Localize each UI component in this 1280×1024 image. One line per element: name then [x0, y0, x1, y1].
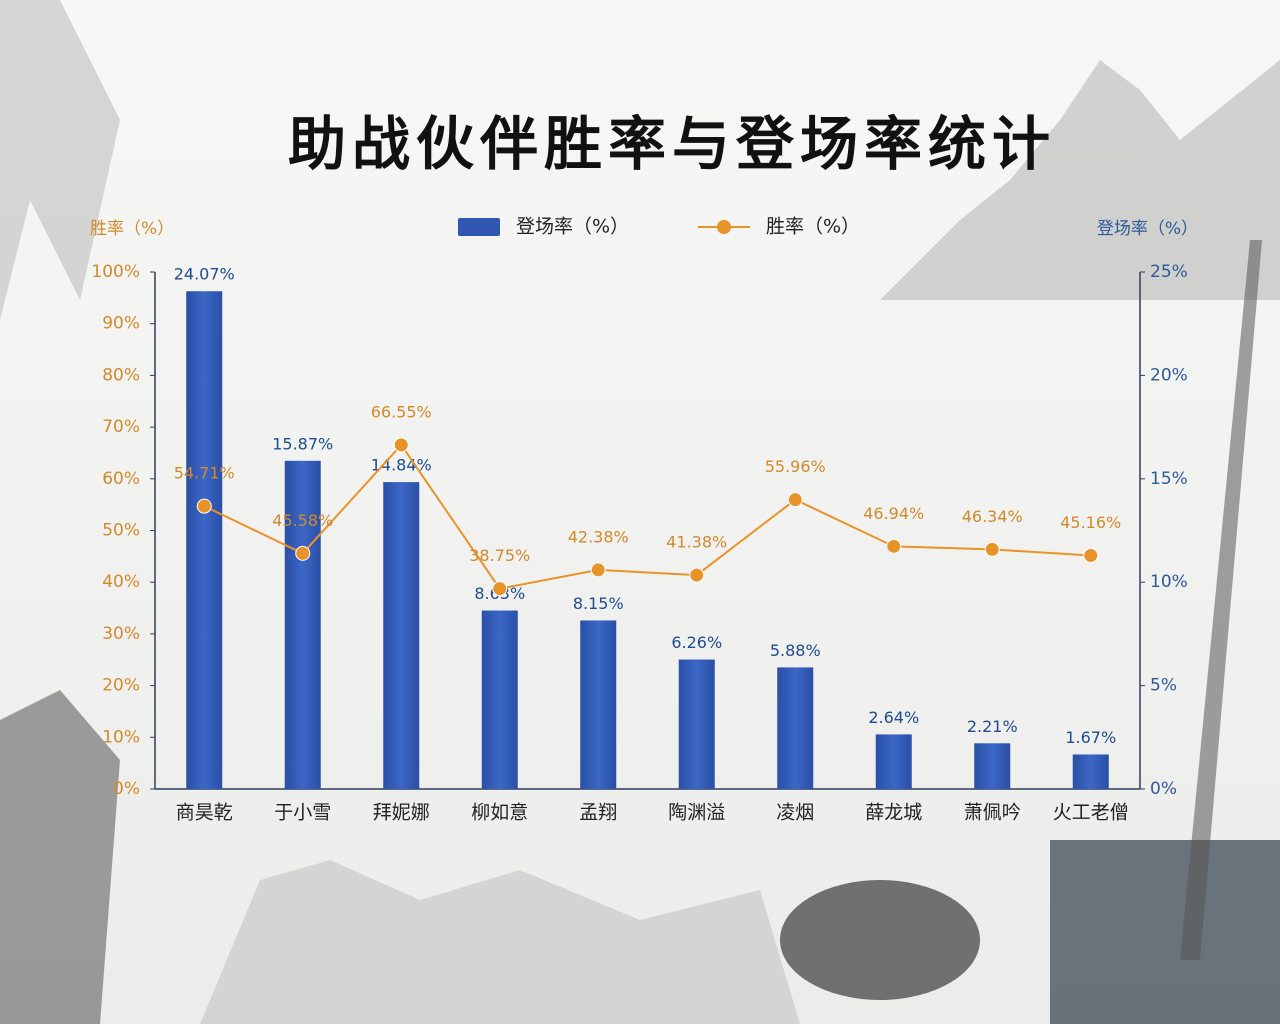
line-marker	[393, 437, 409, 453]
line-marker	[689, 567, 705, 583]
x-tick-label: 柳如意	[471, 802, 528, 824]
bar	[1072, 754, 1109, 789]
x-tick-label: 拜妮娜	[373, 802, 430, 824]
x-tick-label: 于小雪	[274, 802, 331, 824]
line-marker	[590, 562, 606, 578]
line-marker	[1083, 548, 1099, 564]
bar-value-label: 5.88%	[770, 641, 821, 660]
y2-tick-label: 10%	[1150, 572, 1188, 592]
line-value-label: 46.94%	[863, 504, 924, 523]
line-marker	[492, 581, 508, 597]
y-tick-label: 50%	[102, 521, 140, 541]
bar-value-label: 1.67%	[1065, 728, 1116, 747]
line-value-label: 66.55%	[371, 402, 432, 421]
bar-value-label: 24.07%	[174, 265, 235, 284]
bar-value-label: 6.26%	[671, 633, 722, 652]
y-tick-label: 10%	[102, 727, 140, 747]
y-tick-label: 90%	[102, 314, 140, 334]
y-tick-label: 100%	[91, 262, 140, 282]
y2-tick-label: 5%	[1150, 676, 1177, 696]
x-tick-label: 商昊乾	[176, 802, 233, 824]
y2-tick-label: 15%	[1150, 469, 1188, 489]
bar	[284, 460, 321, 789]
bar	[580, 620, 617, 789]
y-tick-label: 70%	[102, 417, 140, 437]
legend-swatch	[717, 220, 731, 234]
bamboo-decor	[0, 0, 120, 320]
y-tick-label: 0%	[113, 779, 140, 799]
bar-value-label: 15.87%	[272, 434, 333, 453]
line-marker	[886, 538, 902, 554]
line-marker	[196, 498, 212, 514]
inkstone-decor	[780, 880, 980, 1000]
bar	[678, 659, 715, 789]
hills-decor	[200, 860, 800, 1024]
line-value-label: 45.16%	[1060, 513, 1121, 532]
bar	[186, 291, 223, 789]
chart-title: 助战伙伴胜率与登场率统计	[288, 110, 1056, 178]
bar-value-label: 2.21%	[967, 717, 1018, 736]
y-tick-label: 30%	[102, 624, 140, 644]
bar	[481, 610, 518, 789]
line-value-label: 41.38%	[666, 533, 727, 552]
y-tick-label: 40%	[102, 572, 140, 592]
y-tick-label: 80%	[102, 365, 140, 385]
y-tick-label: 60%	[102, 469, 140, 489]
y-axis-title: 胜率（%）	[90, 219, 174, 239]
y2-tick-label: 0%	[1150, 779, 1177, 799]
x-tick-label: 凌烟	[776, 802, 814, 824]
line-value-label: 54.71%	[174, 464, 235, 483]
legend-label: 胜率（%）	[766, 216, 860, 238]
line-marker	[787, 492, 803, 508]
x-tick-label: 萧佩吟	[964, 802, 1021, 824]
line-marker	[295, 545, 311, 561]
x-tick-label: 火工老僧	[1053, 802, 1129, 824]
bar	[974, 743, 1011, 789]
bar-value-label: 2.64%	[868, 708, 919, 727]
legend-label: 登场率（%）	[516, 216, 629, 238]
bar	[383, 482, 420, 789]
sword-decor	[1180, 240, 1262, 960]
line-value-label: 38.75%	[469, 546, 530, 565]
pine-decor	[0, 690, 120, 1024]
y-tick-label: 20%	[102, 676, 140, 696]
bar-value-label: 14.84%	[371, 456, 432, 475]
bar	[875, 734, 912, 789]
legend-swatch	[458, 218, 500, 236]
x-tick-label: 薛龙城	[865, 802, 922, 824]
line-value-label: 42.38%	[568, 527, 629, 546]
y2-axis-title: 登场率（%）	[1097, 219, 1198, 239]
line-marker	[984, 541, 1000, 557]
y2-tick-label: 20%	[1150, 365, 1188, 385]
book-decor	[1050, 840, 1280, 1024]
line-value-label: 55.96%	[765, 457, 826, 476]
line	[203, 443, 1091, 590]
x-tick-label: 陶渊溢	[668, 802, 725, 824]
bar-value-label: 8.15%	[573, 594, 624, 613]
x-tick-label: 孟翔	[579, 802, 617, 824]
y2-tick-label: 25%	[1150, 262, 1188, 282]
line-value-label: 45.58%	[272, 511, 333, 530]
bar	[777, 667, 814, 789]
mountain-decor	[880, 60, 1280, 300]
line-value-label: 46.34%	[962, 507, 1023, 526]
